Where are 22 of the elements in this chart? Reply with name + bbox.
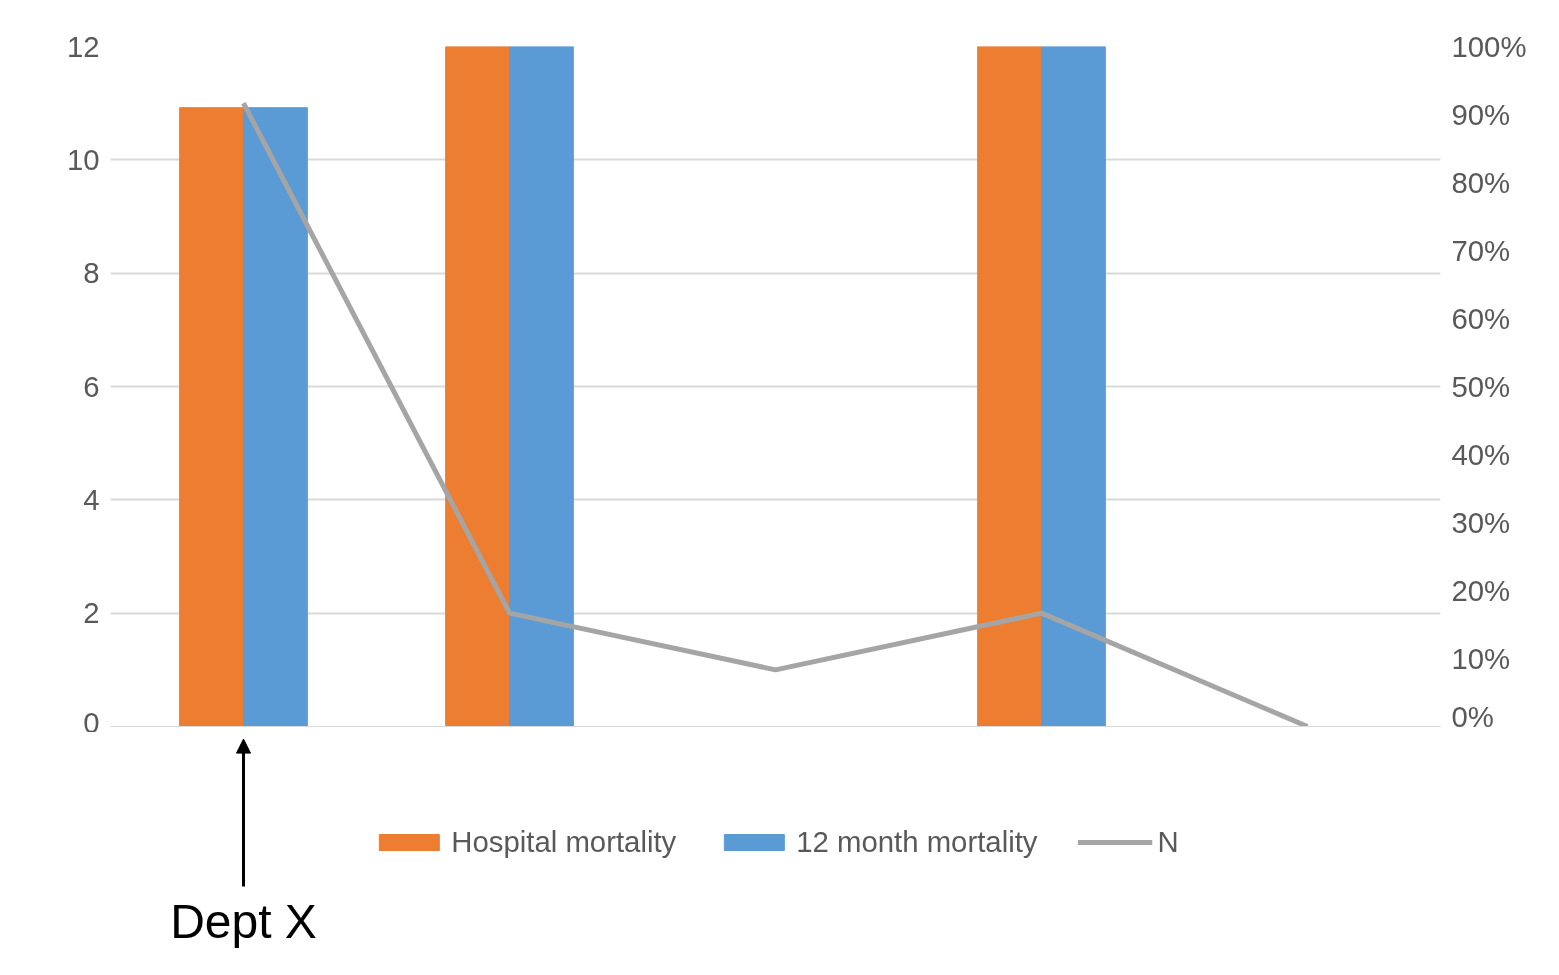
y2-tick-label: 30% (1451, 506, 1511, 539)
y-tick-label: 8 (83, 256, 100, 290)
y2-tick-label: 10% (1451, 642, 1511, 675)
y2-tick-label: 20% (1451, 574, 1511, 607)
legend-label: Hospital mortality (451, 825, 677, 859)
y-tick-label: 0 (83, 705, 100, 739)
y-tick-label: 10 (66, 142, 100, 176)
y2-tick-label: 40% (1451, 438, 1511, 471)
y2-tick-label: 90% (1451, 98, 1511, 131)
y2-tick-label: 100% (1451, 30, 1527, 63)
y-tick-label: 12 (66, 29, 100, 63)
text: Dept X (170, 895, 317, 949)
legend-label: 12 month mortality (796, 825, 1038, 859)
y-tick-label: 4 (83, 482, 100, 516)
y2-tick-label: 60% (1451, 302, 1511, 335)
y2-tick-label: 0% (1451, 699, 1494, 733)
legend-label: N (1157, 825, 1179, 859)
y2-tick-label: 80% (1451, 166, 1511, 199)
y2-tick-label: 70% (1451, 234, 1511, 267)
y2-tick-label: 50% (1451, 370, 1511, 403)
y-tick-label: 6 (83, 369, 100, 403)
y-tick-label: 2 (83, 596, 100, 630)
